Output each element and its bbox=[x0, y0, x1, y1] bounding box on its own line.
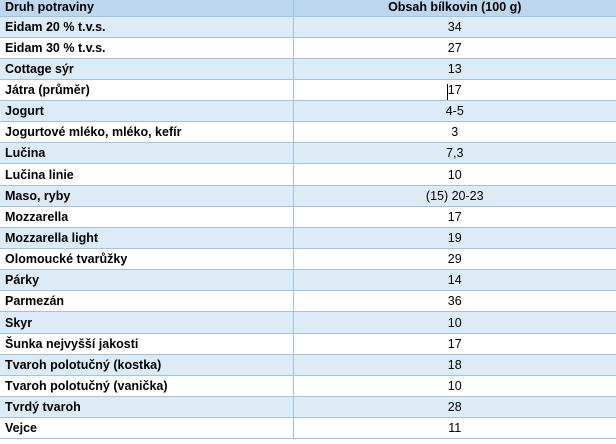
food-name-cell[interactable]: Jogurt bbox=[0, 100, 294, 123]
table-row: Cottage sýr 13 bbox=[0, 58, 616, 80]
food-name-cell[interactable]: Párky bbox=[0, 269, 294, 292]
table-row: Parmezán 36 bbox=[0, 290, 616, 313]
protein-value-cell[interactable]: 27 bbox=[293, 37, 616, 59]
food-name-cell[interactable]: Maso, ryby bbox=[0, 185, 294, 207]
table-row: Tvaroh polotučný (vanička) 10 bbox=[0, 375, 616, 398]
table-row: Párky 14 bbox=[0, 269, 616, 292]
table-row: Jogurt 4-5 bbox=[0, 100, 616, 123]
food-name-cell[interactable]: Lučina linie bbox=[0, 163, 294, 186]
protein-value-cell[interactable]: 17 bbox=[293, 79, 616, 102]
protein-value-cell[interactable]: 36 bbox=[293, 290, 616, 313]
protein-value-cell[interactable]: (15) 20-23 bbox=[293, 185, 616, 207]
column-header-protein-content[interactable]: Obsah bílkovin (100 g) bbox=[293, 0, 616, 17]
table-row: Eidam 30 % t.v.s. 27 bbox=[0, 37, 616, 59]
table-row: Šunka nejvyšší jakosti 17 bbox=[0, 333, 616, 355]
food-name-cell[interactable]: Játra (průměr) bbox=[0, 79, 294, 102]
food-name-cell[interactable]: Tvaroh polotučný (kostka) bbox=[0, 354, 294, 376]
table-row: Vejce 11 bbox=[0, 417, 616, 440]
food-name-cell[interactable]: Olomoucké tvarůžky bbox=[0, 248, 294, 271]
food-name-cell[interactable]: Vejce bbox=[0, 417, 294, 440]
header-row: Druh potraviny Obsah bílkovin (100 g) bbox=[0, 0, 616, 17]
food-name-cell[interactable]: Skyr bbox=[0, 311, 294, 334]
protein-value-cell[interactable]: 7,3 bbox=[293, 142, 616, 165]
food-name-cell[interactable]: Tvaroh polotučný (vanička) bbox=[0, 375, 294, 398]
protein-value-cell[interactable]: 34 bbox=[293, 16, 616, 38]
protein-value-cell[interactable]: 13 bbox=[293, 58, 616, 80]
table-row: Tvaroh polotučný (kostka) 18 bbox=[0, 354, 616, 376]
table-row: Lučina linie 10 bbox=[0, 163, 616, 186]
protein-value-cell[interactable]: 11 bbox=[293, 417, 616, 440]
table-row: Tvrdý tvaroh 28 bbox=[0, 396, 616, 419]
food-name-cell[interactable]: Mozzarella bbox=[0, 206, 294, 228]
protein-value-cell[interactable]: 14 bbox=[293, 269, 616, 292]
protein-value-cell[interactable]: 28 bbox=[293, 396, 616, 419]
text-cursor bbox=[447, 84, 448, 100]
column-header-food-type[interactable]: Druh potraviny bbox=[0, 0, 294, 17]
protein-value-cell[interactable]: 4-5 bbox=[293, 100, 616, 123]
protein-value-cell[interactable]: 19 bbox=[293, 227, 616, 250]
protein-value-cell[interactable]: 29 bbox=[293, 248, 616, 271]
table-body: Eidam 20 % t.v.s. 34 Eidam 30 % t.v.s. 27 Co… bbox=[0, 16, 616, 440]
food-name-cell[interactable]: Cottage sýr bbox=[0, 58, 294, 80]
protein-value-cell[interactable]: 17 bbox=[293, 206, 616, 228]
table-row: Olomoucké tvarůžky 29 bbox=[0, 248, 616, 271]
protein-value-cell[interactable]: 10 bbox=[293, 163, 616, 186]
food-name-cell[interactable]: Šunka nejvyšší jakosti bbox=[0, 333, 294, 355]
food-name-cell[interactable]: Eidam 20 % t.v.s. bbox=[0, 16, 294, 38]
protein-value-cell[interactable]: 17 bbox=[293, 333, 616, 355]
table-row: Mozzarella 17 bbox=[0, 206, 616, 228]
table-row: Skyr 10 bbox=[0, 311, 616, 334]
food-name-cell[interactable]: Eidam 30 % t.v.s. bbox=[0, 37, 294, 59]
table-row: Mozzarella light 19 bbox=[0, 227, 616, 250]
table-row: Játra (průměr) 17 bbox=[0, 79, 616, 102]
protein-value-cell[interactable]: 18 bbox=[293, 354, 616, 376]
protein-value-cell[interactable]: 10 bbox=[293, 375, 616, 398]
food-name-cell[interactable]: Jogurtové mléko, mléko, kefír bbox=[0, 121, 294, 144]
food-name-cell[interactable]: Lučina bbox=[0, 142, 294, 165]
table-row: Maso, ryby (15) 20-23 bbox=[0, 185, 616, 207]
food-name-cell[interactable]: Parmezán bbox=[0, 290, 294, 313]
food-name-cell[interactable]: Tvrdý tvaroh bbox=[0, 396, 294, 419]
table-row: Jogurtové mléko, mléko, kefír 3 bbox=[0, 121, 616, 144]
table-row: Lučina 7,3 bbox=[0, 142, 616, 165]
protein-value-cell[interactable]: 10 bbox=[293, 311, 616, 334]
protein-value-cell[interactable]: 3 bbox=[293, 121, 616, 144]
table-row: Eidam 20 % t.v.s. 34 bbox=[0, 16, 616, 38]
food-name-cell[interactable]: Mozzarella light bbox=[0, 227, 294, 250]
